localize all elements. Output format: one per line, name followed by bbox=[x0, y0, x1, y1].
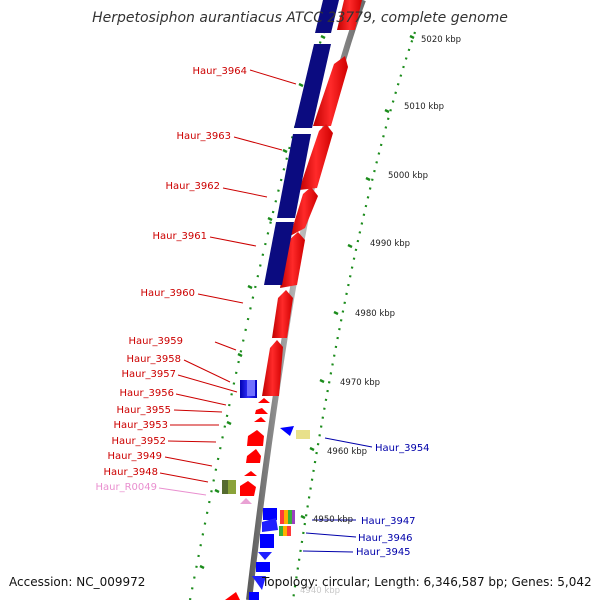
gene-label[interactable]: Haur_3964 bbox=[192, 66, 247, 77]
accession-label: Accession: NC_009972 bbox=[9, 575, 146, 589]
gene-haur-3959[interactable] bbox=[272, 290, 293, 338]
gene-haur-3958[interactable] bbox=[262, 340, 283, 396]
right-genes bbox=[225, 426, 310, 600]
gene-haur-3949[interactable] bbox=[246, 449, 261, 463]
scale-label: 4950 kbp bbox=[313, 515, 353, 525]
gene-haur-3946[interactable] bbox=[279, 510, 295, 536]
forward-strand-genes bbox=[262, 0, 362, 396]
gene-label[interactable]: Haur_3962 bbox=[165, 181, 220, 192]
genome-backbone bbox=[246, 0, 366, 600]
reverse-strand-genes bbox=[264, 0, 339, 285]
gene-label[interactable]: Haur_3955 bbox=[116, 405, 171, 416]
gene-label[interactable]: Haur_3945 bbox=[356, 547, 411, 558]
scale-ticks bbox=[300, 34, 415, 520]
gene-label[interactable]: Haur_3957 bbox=[121, 369, 176, 380]
gene-labels-left: Haur_3964 Haur_3963 Haur_3962 Haur_3961 … bbox=[96, 66, 248, 493]
gene-haur-3961[interactable] bbox=[290, 187, 318, 236]
small-genes bbox=[222, 380, 270, 504]
gene-label[interactable]: Haur_3947 bbox=[361, 516, 416, 527]
gene-haur-3955[interactable] bbox=[255, 408, 268, 414]
scale-label: 4970 kbp bbox=[340, 378, 380, 388]
scale-label: 4960 kbp bbox=[327, 447, 367, 457]
gene-label[interactable]: Haur_3953 bbox=[113, 420, 168, 431]
left-leader-lines bbox=[158, 69, 297, 496]
gene-label[interactable]: Haur_3956 bbox=[119, 388, 174, 399]
track-ticks bbox=[199, 34, 326, 570]
gene-haur-3952[interactable] bbox=[247, 430, 264, 446]
gene-label[interactable]: Haur_3959 bbox=[128, 336, 183, 347]
scale-label: 4990 kbp bbox=[370, 239, 410, 249]
gene-haur-3961-rev[interactable] bbox=[264, 222, 294, 285]
topology-label: Topology: circular; Length: 6,346,587 bp… bbox=[262, 575, 592, 589]
gene-haur-3953[interactable] bbox=[254, 417, 266, 422]
genome-title: Herpetosiphon aurantiacus ATCC 23779, co… bbox=[92, 10, 508, 26]
gene-label[interactable]: Haur_3949 bbox=[107, 451, 162, 462]
gene-haur-3960[interactable] bbox=[280, 232, 305, 288]
scale-ruler bbox=[291, 31, 417, 600]
gene-haur-3954[interactable] bbox=[280, 426, 294, 436]
scale-label: 4980 kbp bbox=[355, 309, 395, 319]
gene-labels-right: Haur_3954 Haur_3947 Haur_3946 Haur_3945 bbox=[356, 443, 430, 558]
gene-haur-3964[interactable] bbox=[337, 0, 362, 30]
gene-label[interactable]: Haur_R0049 bbox=[96, 482, 158, 493]
gene-haur-3956[interactable] bbox=[258, 398, 270, 403]
scale-label: 5000 kbp bbox=[388, 171, 428, 181]
gene-haur-3963[interactable] bbox=[313, 56, 348, 126]
gene-haur-3962[interactable] bbox=[299, 124, 333, 190]
gene-label[interactable]: Haur_3958 bbox=[126, 354, 181, 365]
scale-label: 4940 kbp bbox=[300, 586, 340, 596]
gene-label[interactable]: Haur_3960 bbox=[140, 288, 195, 299]
gene-haur-3962-rev[interactable] bbox=[277, 134, 311, 218]
gene-haur-3948[interactable] bbox=[244, 471, 257, 476]
gene-label[interactable]: Haur_3963 bbox=[176, 131, 231, 142]
gene-haur-3947[interactable] bbox=[262, 518, 278, 532]
gene-haur-3948b[interactable] bbox=[240, 481, 256, 496]
scale-label: 5020 kbp bbox=[421, 35, 461, 45]
gene-haur-3963-rev[interactable] bbox=[294, 44, 331, 128]
scale-labels: 5020 kbp 5010 kbp 5000 kbp 4990 kbp 4980… bbox=[300, 35, 461, 596]
gene-rna-small[interactable] bbox=[240, 498, 252, 504]
scale-label: 5010 kbp bbox=[404, 102, 444, 112]
gene-haur-3954-b[interactable] bbox=[296, 430, 310, 439]
gene-label[interactable]: Haur_3961 bbox=[152, 231, 207, 242]
gene-label[interactable]: Haur_3948 bbox=[103, 467, 158, 478]
gene-label[interactable]: Haur_3952 bbox=[111, 436, 166, 447]
gene-haur-3964-rev[interactable] bbox=[315, 0, 339, 33]
gene-label[interactable]: Haur_3954 bbox=[375, 443, 430, 454]
right-leader-lines bbox=[302, 437, 373, 553]
gene-label[interactable]: Haur_3946 bbox=[358, 533, 413, 544]
